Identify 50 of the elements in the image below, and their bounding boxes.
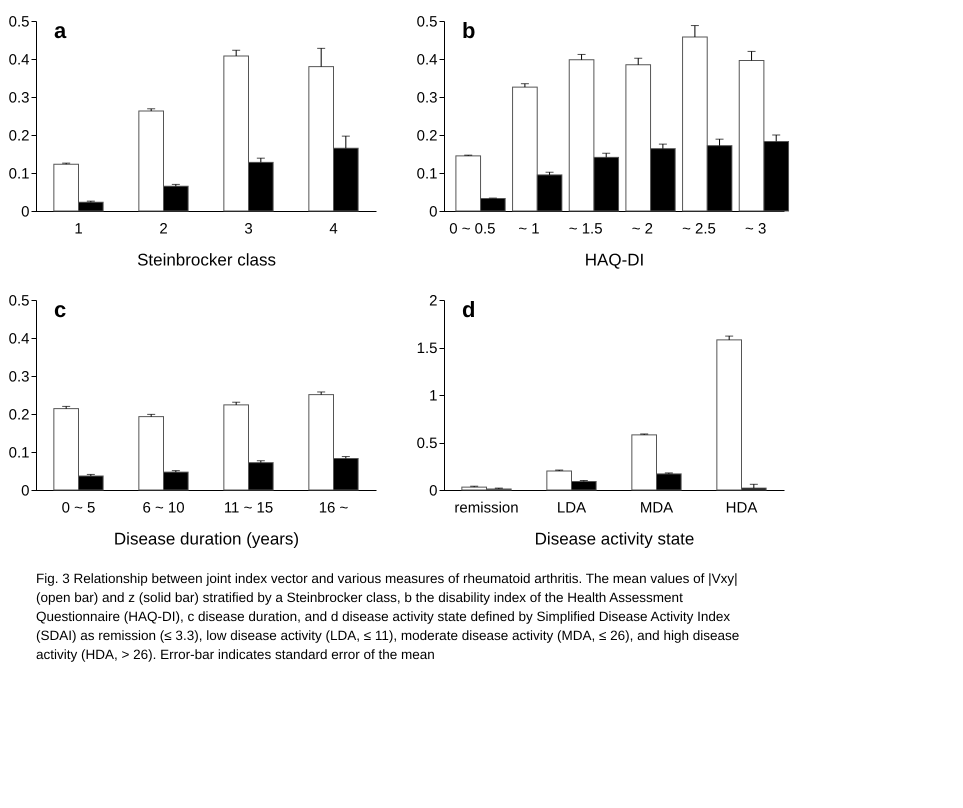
x-tick-label: 4: [329, 220, 338, 238]
x-tick-label: ~ 3: [745, 220, 766, 238]
chart-title: c: [54, 297, 66, 322]
y-tick-label: 0.4: [8, 330, 30, 348]
x-axis-title: Steinbrocker class: [137, 250, 276, 270]
x-tick-label: 3: [244, 220, 253, 238]
y-tick-label: 0.2: [8, 406, 30, 424]
x-tick-label: 0 ~ 5: [62, 500, 96, 516]
y-tick-label: 0.3: [8, 90, 30, 106]
y-tick-label: 0.1: [8, 166, 30, 182]
y-tick-label: 0.1: [416, 166, 438, 182]
x-tick-label: HDA: [726, 500, 758, 516]
y-tick-label: 1: [429, 388, 438, 404]
x-tick-label: 11 ~ 15: [224, 500, 274, 516]
y-tick-label: 0: [21, 204, 30, 220]
x-tick-label: 16 ~: [318, 500, 349, 516]
x-tick-label: 0 ~ 0.5: [449, 220, 496, 238]
x-tick-label: ~ 2: [632, 220, 653, 238]
x-tick-label: MDA: [640, 500, 674, 516]
chart-title: a: [54, 18, 67, 43]
y-tick-label: 0.1: [8, 444, 30, 462]
y-tick-label: 0.5: [416, 435, 438, 452]
x-tick-label: remission: [454, 500, 519, 516]
x-tick-label: ~ 1.5: [568, 220, 603, 238]
x-tick-label: LDA: [556, 500, 586, 516]
x-tick-label: 1: [74, 220, 83, 238]
x-tick-label: 6 ~ 10: [142, 500, 185, 516]
y-tick-label: 0.5: [8, 292, 30, 310]
y-tick-label: 0.4: [416, 52, 438, 68]
x-tick-label: ~ 2.5: [682, 220, 716, 238]
x-tick-label: ~ 1: [518, 220, 540, 238]
y-tick-label: 0.5: [416, 14, 438, 30]
y-tick-label: 0.3: [8, 368, 30, 386]
y-tick-label: 0.3: [416, 90, 438, 106]
y-tick-label: 1.5: [416, 340, 438, 357]
y-tick-label: 0: [429, 482, 438, 500]
x-axis-title: Disease duration (years): [114, 530, 300, 548]
x-tick-label: 2: [159, 220, 168, 238]
y-tick-label: 0.5: [8, 14, 30, 30]
x-axis-title: Disease activity state: [534, 530, 694, 548]
chart-title: d: [462, 297, 476, 322]
y-tick-label: 0.2: [8, 128, 30, 144]
y-tick-label: 0: [21, 482, 30, 500]
x-axis-title: HAQ-DI: [584, 250, 644, 270]
y-tick-label: 0.4: [8, 52, 30, 68]
caption: Fig. 3 Relationship between joint index vector and various measures of rheumatoid arthritis. The mean values of |Vxy| (open bar) and z (solid bar) stratified by a Steinbrocker class, b the disability index of the Health Assessment Questionnaire (HAQ-DI), c disease duration, and d disease activity state defined by Simplified Disease Activity Index (SDAI) as remission (≤ 3.3), low disease activity (LDA, ≤ 11), moderate disease activity (MDA, ≤ 26), and high disease activity (HDA, > 26). Error-bar indicates standard error of the mean: [36, 571, 740, 662]
y-tick-label: 2: [429, 292, 438, 310]
y-tick-label: 0: [429, 204, 438, 220]
chart-title: b: [462, 18, 476, 43]
y-tick-label: 0.2: [416, 128, 438, 144]
